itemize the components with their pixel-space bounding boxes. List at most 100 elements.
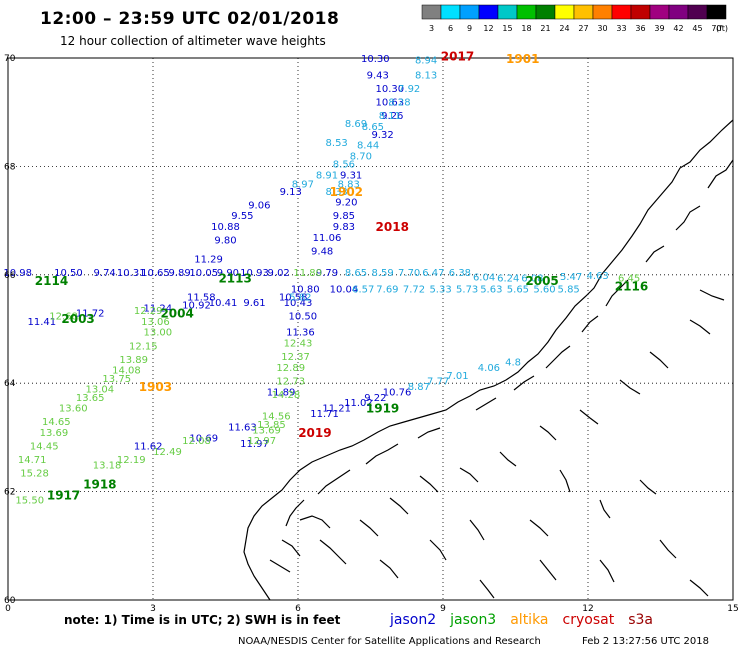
colorbar-legend: 3 6 9 12 15 18 21 24 27 30 33 36 39 42 45 70: [421, 4, 727, 33]
wave-height-label: 11.58: [187, 292, 216, 303]
colorbar-label: 18: [521, 24, 531, 33]
colorbar-swatch: [440, 4, 461, 20]
wave-height-label: 12.43: [284, 339, 313, 350]
wave-height-label: 8.65: [345, 268, 367, 279]
wave-height-label: 9.32: [371, 130, 393, 141]
wave-height-label: 9.90: [217, 268, 239, 279]
wave-height-label: 10.58: [279, 292, 308, 303]
wave-height-label: 13.00: [144, 328, 173, 339]
colorbar-label: 24: [559, 24, 569, 33]
wave-height-label: 10.43: [284, 298, 313, 309]
wave-height-label: 11.71: [310, 409, 339, 420]
time-tag-label: 2017: [441, 49, 474, 63]
wave-height-label: 6.08: [521, 274, 543, 285]
colorbar-swatch: [706, 4, 727, 20]
wave-height-label: 14.45: [30, 442, 59, 453]
wave-height-label: 7.70: [398, 268, 420, 279]
wave-height-label: 7.69: [376, 284, 398, 295]
wave-height-label: 12.15: [129, 341, 158, 352]
colorbar-swatch: [630, 4, 651, 20]
wave-height-label: 10.65: [141, 268, 170, 279]
wave-height-label: 8.69: [345, 119, 367, 130]
colorbar-label: 21: [540, 24, 550, 33]
wave-height-label: 10.69: [189, 433, 218, 444]
colorbar-swatch: [459, 4, 480, 20]
colorbar-swatch: [497, 4, 518, 20]
wave-height-label: 9.85: [333, 211, 355, 222]
wave-height-label: 8.53: [326, 138, 348, 149]
wave-height-label: 14.71: [18, 455, 47, 466]
wave-height-label: 11.06: [313, 233, 342, 244]
y-tick-label: 70: [4, 54, 16, 64]
time-tag-label: 2018: [376, 220, 409, 234]
wave-height-label: 12.97: [247, 436, 276, 447]
wave-height-label: 8.91: [316, 171, 338, 182]
colorbar-swatch: [668, 4, 689, 20]
wave-height-label: 5.85: [558, 284, 580, 295]
wave-height-label: 9.74: [94, 268, 116, 279]
time-tag-label: 1901: [506, 52, 539, 66]
wave-height-label: 9.80: [214, 236, 236, 247]
wave-height-label: 9.20: [335, 198, 357, 209]
footer-credit: NOAA/NESDIS Center for Satellite Applica…: [238, 636, 541, 647]
wave-height-label: 13.04: [86, 385, 115, 396]
wave-height-label: 11.24: [144, 303, 173, 314]
wave-height-label: 13.06: [141, 317, 170, 328]
colorbar-label: 42: [673, 24, 683, 33]
wave-height-label: 12.37: [281, 352, 310, 363]
wave-height-label: 10.92: [182, 301, 211, 312]
wave-height-label: 4.63: [587, 271, 609, 282]
wave-height-label: 10.05: [189, 268, 218, 279]
wave-height-label: 13.69: [252, 425, 281, 436]
wave-height-label: 8.33: [326, 187, 348, 198]
wave-height-label: 10.80: [291, 284, 320, 295]
colorbar-label: 15: [502, 24, 512, 33]
wave-height-label: 10.50: [289, 311, 318, 322]
wave-height-label: 7.01: [446, 371, 468, 382]
y-tick-label: 66: [4, 271, 16, 281]
wave-height-label: 5.63: [480, 284, 502, 295]
time-tag-label: 2004: [160, 307, 193, 321]
wave-height-label: 13.65: [76, 393, 105, 404]
satellite-legend: jason2 jason3 altika cryosat s3a: [389, 612, 653, 628]
y-tick-label: 60: [4, 596, 16, 606]
wave-height-label: 4.06: [478, 363, 500, 374]
wave-height-label: 12.19: [117, 455, 146, 466]
colorbar-swatch: [649, 4, 670, 20]
colorbar-label: 27: [578, 24, 588, 33]
colorbar-label: 12: [483, 24, 493, 33]
colorbar-label: 36: [635, 24, 645, 33]
satellite-legend-jason2: jason2: [389, 612, 436, 628]
wave-height-label: 9.43: [367, 70, 389, 81]
footer-timestamp: Feb 2 13:27:56 UTC 2018: [582, 636, 709, 647]
wave-height-label: 12.73: [276, 376, 305, 387]
wave-height-label: 9.22: [364, 393, 386, 404]
wave-height-label: 11.41: [28, 317, 57, 328]
wave-height-label: 8.44: [357, 141, 379, 152]
x-tick-label: 6: [295, 604, 301, 614]
wave-height-label: 11.62: [134, 442, 163, 453]
wave-height-label: 5.73: [456, 284, 478, 295]
wave-height-label: 6.57: [352, 284, 374, 295]
wave-height-label: 10.88: [211, 222, 240, 233]
wave-height-label: 13.18: [93, 461, 122, 472]
wave-height-label: 5.60: [533, 284, 555, 295]
colorbar-swatch: [478, 4, 499, 20]
wave-height-label: 11.21: [322, 404, 351, 415]
colorbar-unit: (ft): [716, 24, 728, 33]
colorbar-label: 30: [597, 24, 607, 33]
x-tick-label: 15: [727, 604, 738, 614]
wave-height-label: 9.79: [316, 268, 338, 279]
wave-height-label: 9.06: [248, 200, 270, 211]
colorbar-swatch: [573, 4, 594, 20]
wave-height-label: 5.82: [289, 292, 311, 303]
wave-height-label: 10.41: [209, 298, 238, 309]
y-axis-ticks: 60 62 64 66 68 70: [4, 54, 16, 606]
wave-height-label: 9.89: [168, 268, 190, 279]
wave-height-label: 8.13: [415, 70, 437, 81]
wave-height-label: 5.33: [429, 284, 451, 295]
wave-height-label: 10.63: [376, 97, 405, 108]
wave-height-label: 9.31: [340, 171, 362, 182]
lat-lon-grid: [8, 58, 733, 600]
